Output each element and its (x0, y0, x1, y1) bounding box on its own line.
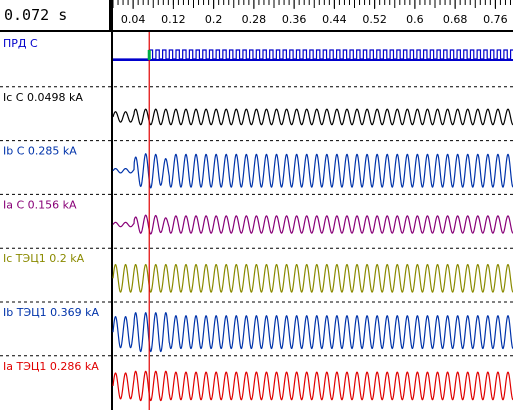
channel-name: Ia С (3, 198, 24, 211)
time-axis-tick-label: 0.12 (161, 13, 186, 26)
channel-label[interactable]: Ib ТЭЦ1 0.369 kA (3, 306, 100, 319)
cursor-time-unit: s (58, 6, 68, 24)
channel-name: Ib ТЭЦ1 (3, 306, 47, 319)
channel-waveform (112, 108, 513, 126)
channel-waveform (112, 153, 513, 189)
time-axis-tick-label: 0.2 (205, 13, 223, 26)
channel-name: Ic ТЭЦ1 (3, 252, 46, 265)
channel-name: Ia ТЭЦ1 (3, 360, 46, 373)
channel-name: Ib С (3, 145, 25, 158)
time-axis-tick-label: 0.28 (242, 13, 267, 26)
cursor-marker (147, 50, 151, 60)
channel-value: 0.369 kA (47, 306, 100, 319)
channel-label[interactable]: Ia ТЭЦ1 0.286 kA (3, 360, 99, 373)
cursor-time-value: 0.072 (4, 6, 50, 24)
channel-label[interactable]: Ic ТЭЦ1 0.2 kA (3, 252, 85, 265)
channel-waveform (112, 311, 513, 353)
channel-waveform (112, 214, 513, 235)
channel-value: 0.285 kA (24, 145, 77, 158)
time-axis-tick-label: 0.04 (121, 13, 146, 26)
channel-label[interactable]: Ic С 0.0498 kA (3, 91, 83, 104)
time-axis-tick-label: 0.68 (443, 13, 468, 26)
time-axis-tick-label: 0.36 (282, 13, 307, 26)
channel-label[interactable]: Ia С 0.156 kA (3, 198, 77, 211)
time-axis-tick-label: 0.44 (322, 13, 347, 26)
channel-value: 0.286 kA (46, 360, 99, 373)
channel-value: 0.2 kA (46, 252, 85, 265)
channel-waveform (112, 370, 513, 402)
channel-label[interactable]: Ib С 0.285 kA (3, 145, 77, 158)
time-axis-tick-label: 0.52 (362, 13, 387, 26)
channel-name: Ic С (3, 91, 24, 104)
channel-value: 0.0498 kA (23, 91, 83, 104)
time-axis-tick-label: 0.76 (483, 13, 508, 26)
channel-waveform (112, 263, 513, 293)
channel-value: 0.156 kA (24, 198, 77, 211)
channel-label[interactable]: ПРД С (3, 37, 38, 50)
cursor-time-readout: 0.072 s (0, 0, 111, 32)
time-axis-background (111, 0, 513, 32)
channel-name: ПРД С (3, 37, 38, 50)
time-axis-tick-label: 0.6 (406, 13, 424, 26)
channel-waveform (113, 49, 513, 60)
